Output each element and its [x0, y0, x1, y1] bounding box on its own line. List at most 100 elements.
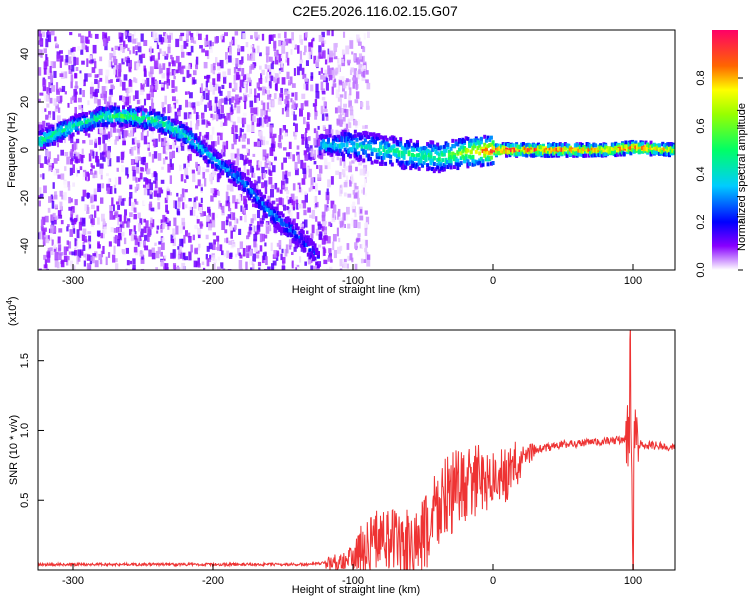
- spectrogram-cell: [206, 163, 210, 168]
- spectrogram-cell: [131, 166, 136, 171]
- spectrogram-cell: [213, 262, 216, 270]
- spectrogram-cell: [253, 238, 257, 248]
- spectrogram-ridge-cell: [488, 137, 492, 142]
- spectrogram-ridge-cell: [619, 152, 623, 157]
- spectrogram-cell: [241, 134, 246, 142]
- spectrogram-cell: [150, 88, 155, 98]
- spectrogram-ridge-cell: [130, 110, 134, 115]
- spectrogram-cell: [177, 66, 182, 74]
- spectrogram-ridge-cell: [624, 140, 628, 145]
- spectrogram-cell: [177, 254, 180, 260]
- spectrogram-ridge-cell: [261, 201, 265, 206]
- spectrogram-cell: [230, 153, 234, 163]
- spectrogram-cell: [75, 81, 78, 89]
- spectrogram-cell: [117, 198, 122, 205]
- spectrogram-cell: [107, 59, 112, 68]
- spectrogram-cell: [152, 140, 157, 146]
- spectrogram-cell: [151, 153, 155, 163]
- spectrogram-cell: [333, 249, 337, 259]
- spectrogram-cell: [259, 130, 263, 140]
- spectrogram-cell: [261, 215, 265, 221]
- spectrogram-cell: [57, 154, 60, 162]
- spectrogram-ridge-cell: [464, 156, 468, 161]
- spectrogram-cell: [83, 35, 87, 42]
- spectrogram-ridge-cell: [328, 133, 332, 138]
- spectrogram-cell: [266, 64, 271, 70]
- spectrogram-ridge-cell: [241, 185, 245, 190]
- spectrogram-ridge-cell: [310, 251, 314, 256]
- spectrogram-cell: [120, 158, 124, 163]
- spectrogram-cell: [220, 98, 225, 103]
- spectrogram-cell: [193, 40, 197, 44]
- spectrogram-cell: [246, 138, 250, 145]
- spectrogram-ridge-cell: [639, 142, 643, 147]
- spectrogram-cell: [313, 149, 317, 159]
- spectrogram-cell: [111, 197, 114, 207]
- spectrogram-cell: [216, 246, 220, 251]
- spectrogram-ridge-cell: [555, 153, 559, 158]
- spectrogram-cell: [111, 65, 115, 69]
- spectrogram-ridge-cell: [350, 136, 354, 141]
- spectrogram-cell: [71, 174, 75, 180]
- spectrogram-ridge-cell: [155, 124, 159, 129]
- spectrogram-ridge-cell: [197, 145, 201, 150]
- spectrogram-cell: [330, 94, 334, 99]
- spectrogram-y-label: Frequency (Hz): [6, 112, 18, 188]
- spectrogram-cell: [70, 198, 73, 203]
- spectrogram-cell: [133, 207, 137, 213]
- spectrogram-cell: [262, 102, 266, 111]
- spectrogram-ridge-cell: [404, 150, 408, 155]
- spectrogram-ridge-cell: [110, 105, 114, 110]
- spectrogram-cell: [212, 83, 215, 88]
- spectrogram-cell: [40, 219, 43, 228]
- spectrogram-cell: [213, 83, 218, 91]
- spectrogram-cell: [332, 209, 335, 218]
- spectrogram-cell: [161, 73, 166, 79]
- spectrogram-cell: [273, 250, 278, 258]
- spectrogram-cell: [133, 31, 136, 37]
- spectrogram-ridge-cell: [219, 168, 223, 173]
- spectrogram-cell: [137, 148, 140, 155]
- spectrogram-cell: [313, 196, 317, 204]
- spectrogram-cell: [107, 36, 111, 41]
- spectrogram-ridge-cell: [177, 126, 181, 131]
- spectrogram-cell: [268, 81, 272, 89]
- spectrogram-cell: [296, 151, 300, 156]
- spectrogram-ridge-cell: [669, 146, 673, 151]
- spectrogram-cell: [323, 259, 328, 265]
- spectrogram-ridge-cell: [570, 151, 574, 156]
- spectrogram-cell: [91, 218, 95, 226]
- spectrogram-cell: [234, 217, 237, 224]
- spectrogram-ridge-cell: [416, 144, 419, 149]
- spectrogram-ridge-cell: [535, 143, 539, 148]
- spectrogram-ridge-cell: [451, 154, 455, 159]
- spectrogram-cell: [217, 256, 221, 261]
- spectrogram-cell: [240, 128, 244, 133]
- spectrogram-cell: [43, 185, 47, 194]
- spectrogram-ridge-cell: [244, 181, 248, 186]
- spectrogram-cell: [44, 156, 48, 164]
- spectrogram-cell: [358, 159, 362, 166]
- spectrogram-cell: [313, 137, 317, 146]
- spectrogram-cell: [320, 152, 324, 160]
- spectrogram-cell: [50, 74, 53, 84]
- spectrogram-ridge-cell: [468, 161, 472, 166]
- spectrogram-cell: [140, 228, 144, 238]
- spectrogram-cell: [318, 51, 321, 59]
- spectrogram-ridge-cell: [295, 223, 299, 228]
- spectrogram-cell: [77, 257, 81, 262]
- spectrogram-ridge-cell: [375, 136, 379, 141]
- spectrogram-cell: [43, 48, 47, 54]
- spectrogram-cell: [215, 189, 219, 196]
- spectrogram-cell: [354, 212, 357, 218]
- spectrogram-ridge-cell: [414, 164, 418, 169]
- spectrogram-ridge-cell: [98, 106, 102, 111]
- spectrogram-ridge-cell: [589, 151, 593, 156]
- spectrogram-cell: [178, 104, 182, 110]
- spectrogram-cell: [119, 79, 123, 87]
- spectrogram-cell: [193, 197, 196, 203]
- spectrogram-ridge-cell: [578, 152, 582, 157]
- spectrogram-cell: [274, 56, 279, 65]
- spectrogram-cell: [81, 40, 86, 50]
- spectrogram-ridge-cell: [417, 158, 421, 163]
